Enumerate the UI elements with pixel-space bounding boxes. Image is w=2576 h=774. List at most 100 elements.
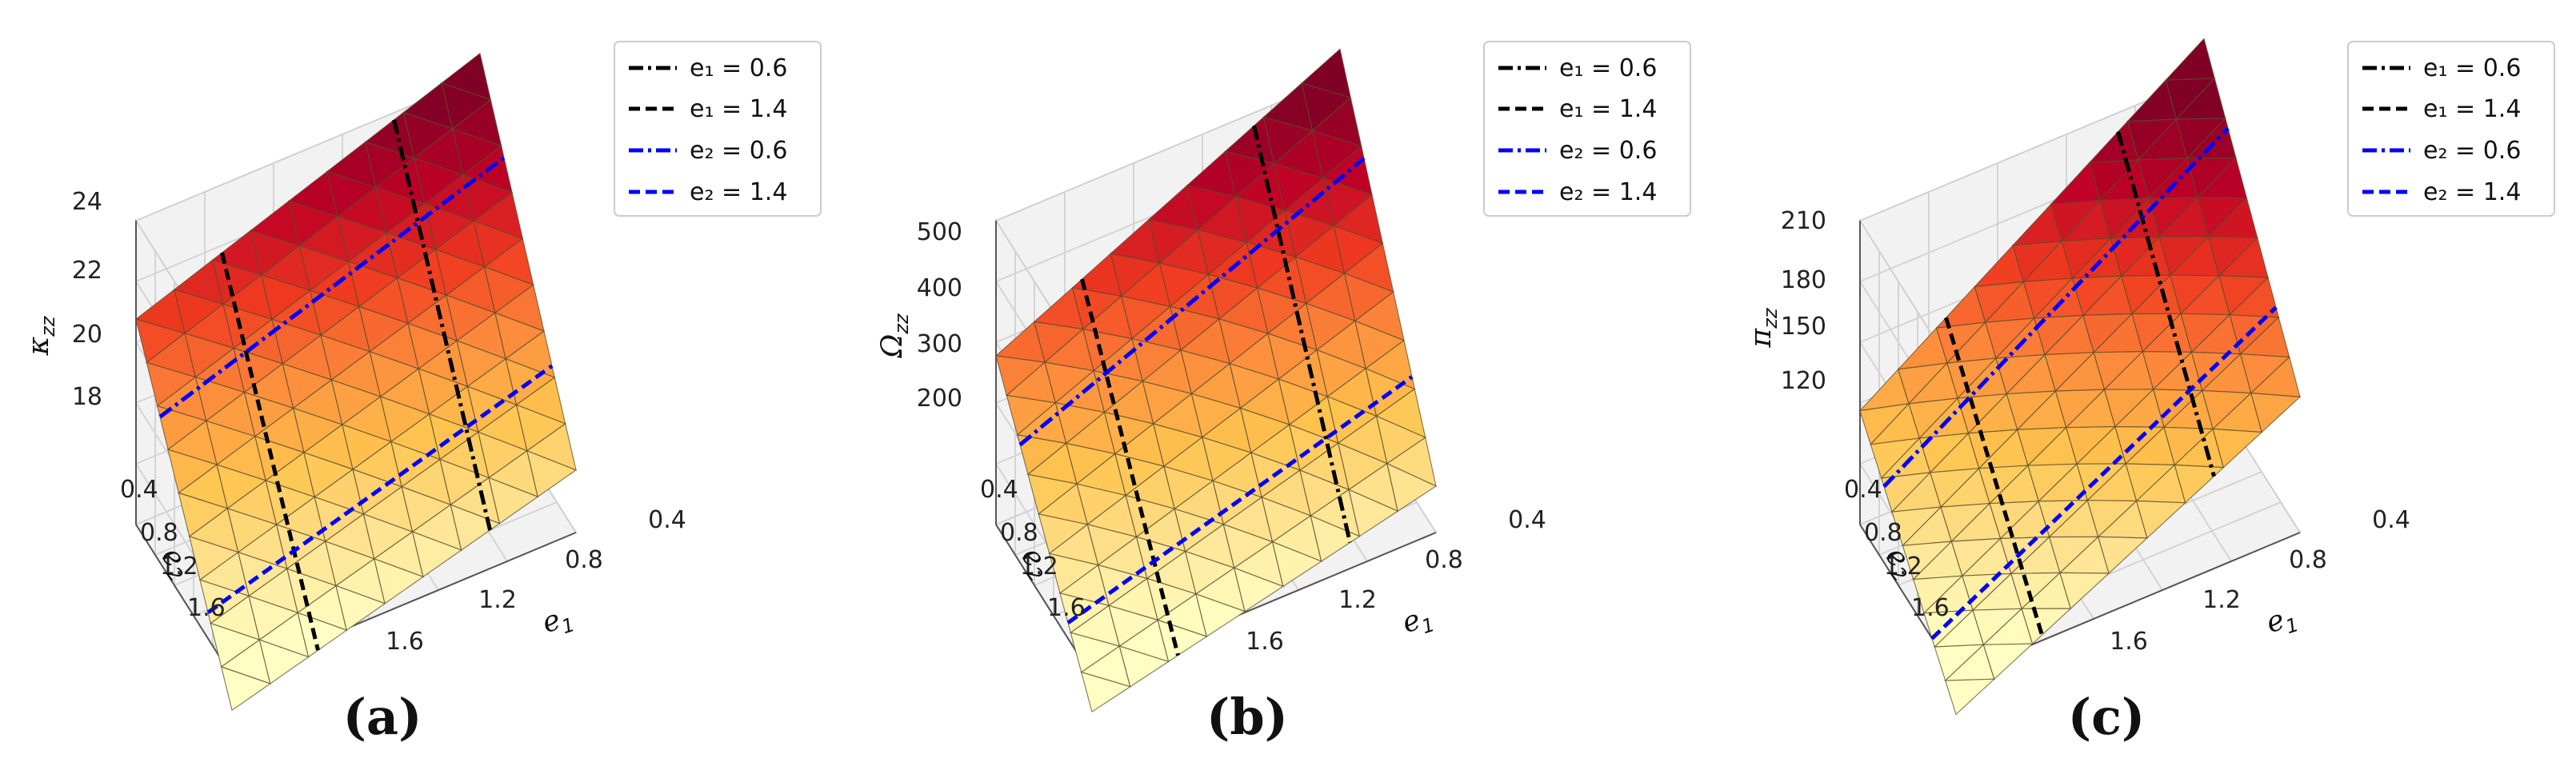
- surface-facet: [373, 557, 425, 604]
- legend-label: e₂ = 1.4: [2423, 178, 2521, 206]
- legend-label: e₁ = 0.6: [690, 54, 787, 82]
- panel-b-curves: [1018, 125, 1414, 656]
- y-tick-label: 1.2: [1020, 553, 1058, 580]
- z-tick-label: 210: [1781, 207, 1826, 235]
- axis-line: [135, 524, 233, 677]
- curve-e1-0.6: [2116, 131, 2216, 477]
- z-axis-label: κ: [22, 336, 55, 356]
- z-tick-label: 400: [917, 274, 962, 302]
- svg-text:e1: e1: [538, 600, 578, 644]
- legend-label: e₂ = 0.6: [690, 137, 787, 165]
- panel-c-curves: [1882, 126, 2278, 640]
- surface-facet: [2135, 500, 2187, 540]
- panel-a: 24 22 20 18 0.4 0.8 1.2 1.6 1.6 1.2 0.8 …: [22, 41, 822, 746]
- panel-a-x-ticks: 1.6 1.2 0.8 0.4: [386, 506, 686, 656]
- z-tick-label: 24: [72, 188, 102, 216]
- z-axis-label-sub: zz: [37, 315, 59, 337]
- surface-facet: [1982, 643, 2034, 680]
- panel-b-label: (b): [1206, 688, 1288, 746]
- curve-e2-0.6: [158, 156, 506, 419]
- panel-c-x-axis-label: e1: [2262, 600, 2302, 644]
- curve-e2-0.6: [1882, 126, 2230, 489]
- legend-label: e₁ = 1.4: [690, 95, 787, 123]
- panel-b-z-ticks: 500 400 300 200: [917, 218, 962, 413]
- z-axis-label: π: [1745, 327, 1778, 348]
- z-tick-label: 18: [72, 383, 102, 411]
- surface-facet: [2212, 428, 2263, 469]
- surface-facet: [450, 504, 501, 551]
- panel-b-x-ticks: 1.6 1.2 0.8 0.4: [1246, 506, 1546, 656]
- svg-text:e1: e1: [1398, 600, 1438, 644]
- legend-frame: [614, 41, 822, 217]
- panel-a-z-ticks: 24 22 20 18: [72, 188, 102, 411]
- panel-a-surface: [134, 52, 578, 712]
- x-tick-label: 0.4: [648, 506, 686, 534]
- x-tick-label: 0.4: [2372, 506, 2410, 534]
- x-tick-label: 1.2: [478, 586, 517, 614]
- svg-text:Ωzz: Ωzz: [876, 313, 913, 358]
- surface-facet: [1118, 645, 1170, 688]
- legend-frame: [2347, 41, 2555, 217]
- panel-c-surface: [1858, 38, 2302, 716]
- panel-a-x-axis-label: e1: [538, 600, 578, 644]
- z-axis-label-sub: zz: [1759, 307, 1782, 329]
- surface-facet: [297, 612, 348, 658]
- panel-b-x-axis-label: e1: [1398, 600, 1438, 644]
- x-tick-label: 0.8: [2289, 546, 2327, 574]
- surface-facet: [1271, 541, 1322, 588]
- legend-frame: [1483, 41, 1691, 217]
- legend-label: e₁ = 0.6: [2423, 54, 2521, 82]
- legend-label: e₂ = 1.4: [1559, 178, 1657, 206]
- surface-facet: [2021, 608, 2072, 645]
- panel-a-curves: [158, 119, 554, 651]
- panel-c-y-ticks: 0.4 0.8 1.2 1.6: [1844, 476, 1950, 622]
- x-tick-label: 1.6: [386, 628, 424, 656]
- panel-a-z-axis-label: κzz: [22, 315, 59, 356]
- y-tick-label: 0.8: [1864, 519, 1902, 547]
- panel-b-z-axis-label: Ωzz: [876, 313, 913, 358]
- y-tick-label: 1.6: [187, 594, 226, 622]
- x-tick-label: 1.2: [1338, 586, 1377, 614]
- legend-label: e₂ = 0.6: [2423, 137, 2521, 165]
- svg-text:e1: e1: [2262, 600, 2302, 644]
- svg-text:κzz: κzz: [22, 315, 59, 356]
- panel-c-legend: e₁ = 0.6 e₁ = 1.4 e₂ = 0.6 e₂ = 1.4: [2347, 41, 2555, 217]
- x-tick-label: 0.4: [1508, 506, 1546, 534]
- surface-facet: [1233, 567, 1285, 612]
- svg-text:πzz: πzz: [1745, 307, 1782, 348]
- surface-facet: [2250, 392, 2302, 433]
- curve-e2-1.4: [206, 364, 554, 615]
- legend-label: e₁ = 1.4: [2423, 95, 2521, 123]
- y-tick-label: 0.4: [1844, 476, 1882, 504]
- surface-facet: [1944, 678, 1996, 716]
- surface-facet: [1195, 592, 1246, 638]
- surface-facet: [1348, 489, 1399, 537]
- z-tick-label: 300: [917, 330, 962, 358]
- surface-facet: [220, 666, 272, 712]
- curve-e1-1.4: [1944, 317, 2044, 636]
- surface-facet: [2174, 464, 2225, 504]
- surface-facet: [411, 531, 462, 578]
- surface-facet: [2097, 536, 2149, 575]
- curve-e1-1.4: [220, 252, 320, 651]
- panel-b-legend: e₁ = 0.6 e₁ = 1.4 e₂ = 0.6 e₂ = 1.4: [1483, 41, 1691, 217]
- legend-label: e₂ = 1.4: [690, 178, 787, 206]
- panel-c: 210 180 150 120 0.4 0.8 1.2 1.6 1.6 1.2 …: [1745, 38, 2555, 746]
- curve-e1-0.6: [1252, 125, 1352, 544]
- z-tick-label: 500: [917, 218, 962, 246]
- curve-e2-1.4: [1930, 305, 2278, 640]
- z-axis-label-sub: zz: [890, 313, 913, 335]
- panel-b-y-ticks: 0.4 0.8 1.2 1.6: [980, 476, 1086, 622]
- y-tick-label: 0.8: [140, 519, 178, 547]
- y-tick-label: 0.8: [1000, 519, 1038, 547]
- z-tick-label: 180: [1781, 266, 1826, 294]
- panel-a-y-ticks: 0.4 0.8 1.2 1.6: [120, 476, 226, 622]
- panel-c-z-axis-label: πzz: [1745, 307, 1782, 348]
- z-tick-label: 20: [72, 321, 102, 349]
- z-axis-label: Ω: [876, 334, 909, 359]
- y-tick-label: 1.2: [160, 553, 198, 580]
- curve-e1-0.6: [392, 119, 492, 531]
- legend-label: e₂ = 0.6: [1559, 137, 1657, 165]
- z-tick-label: 120: [1781, 367, 1826, 395]
